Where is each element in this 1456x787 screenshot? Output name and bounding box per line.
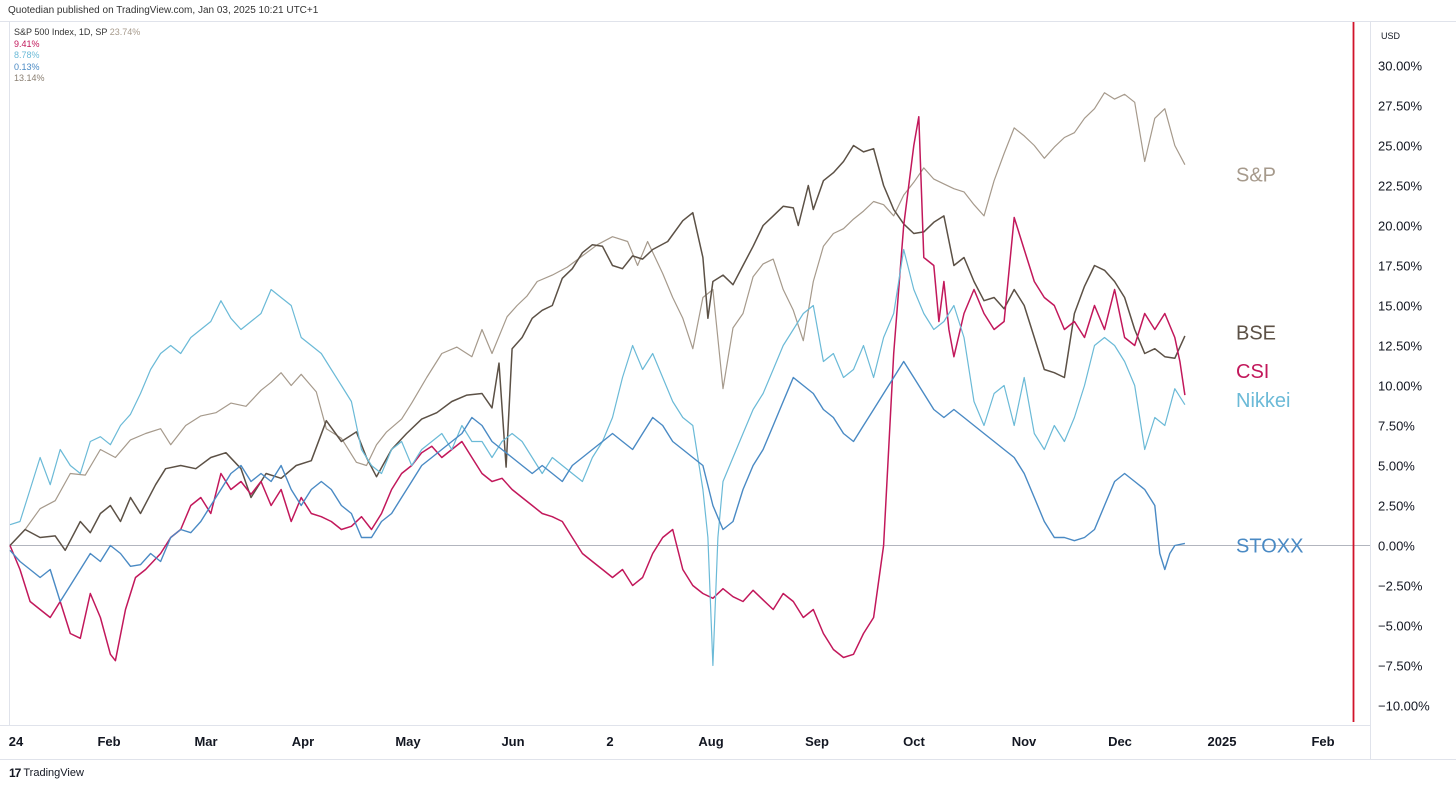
- branding[interactable]: 17 TradingView: [9, 766, 84, 780]
- x-tick-label: Nov: [1012, 734, 1037, 749]
- legend-title: S&P 500 Index, 1D, SP: [14, 27, 108, 37]
- tradingview-logo-icon: 17: [9, 766, 21, 780]
- x-tick-label: 2: [606, 734, 613, 749]
- series-line-csi: [9, 115, 1186, 662]
- y-tick-label: 15.00%: [1378, 299, 1423, 314]
- series-label-nikkei: Nikkei: [1236, 390, 1290, 412]
- x-tick-label: 2025: [1208, 734, 1237, 749]
- y-tick-label: −7.50%: [1378, 659, 1423, 674]
- y-tick-label: 27.50%: [1378, 99, 1423, 114]
- y-tick-label: 10.00%: [1378, 379, 1423, 394]
- series-label-sp: S&P: [1236, 164, 1276, 186]
- legend: S&P 500 Index, 1D, SP 23.74% 9.41% 8.78%…: [14, 27, 140, 85]
- x-tick-label: Mar: [194, 734, 217, 749]
- legend-value-nikkei: 8.78%: [14, 50, 40, 60]
- y-tick-label: 0.00%: [1378, 539, 1415, 554]
- legend-title-row: S&P 500 Index, 1D, SP 23.74%: [14, 27, 140, 39]
- y-tick-label: 30.00%: [1378, 59, 1423, 74]
- y-tick-label: 2.50%: [1378, 499, 1415, 514]
- y-tick-label: 25.00%: [1378, 139, 1423, 154]
- publish-header: Quotedian published on TradingView.com, …: [8, 5, 319, 16]
- x-tick-label: Apr: [292, 734, 314, 749]
- y-tick-label: 22.50%: [1378, 179, 1423, 194]
- x-tick-label: Sep: [805, 734, 829, 749]
- x-tick-label: Dec: [1108, 734, 1132, 749]
- series-line-sp: [9, 92, 1186, 546]
- x-tick-label: Oct: [903, 734, 925, 749]
- series-line-nikkei: [9, 248, 1186, 667]
- legend-value-bse: 13.14%: [14, 73, 45, 83]
- series-line-stoxx: [9, 360, 1186, 603]
- series-line-bse: [9, 144, 1186, 552]
- x-tick-label: Aug: [698, 734, 723, 749]
- x-tick-label: May: [395, 734, 421, 749]
- series-label-stoxx: STOXX: [1236, 536, 1303, 558]
- y-tick-label: 7.50%: [1378, 419, 1415, 434]
- y-tick-label: 17.50%: [1378, 259, 1423, 274]
- brand-name: TradingView: [23, 767, 84, 779]
- legend-value-stoxx: 0.13%: [14, 61, 40, 72]
- y-tick-label: 20.00%: [1378, 219, 1423, 234]
- y-tick-label: 5.00%: [1378, 459, 1415, 474]
- x-tick-label: Feb: [97, 734, 120, 749]
- x-tick-label: Jun: [501, 734, 524, 749]
- series-label-csi: CSI: [1236, 361, 1269, 383]
- x-tick-label: 24: [9, 734, 24, 749]
- x-tick-label: Feb: [1311, 734, 1334, 749]
- legend-value-csi: 9.41%: [14, 38, 40, 49]
- series-label-bse: BSE: [1236, 323, 1276, 345]
- currency-label: USD: [1381, 31, 1401, 41]
- legend-title-value: 23.74%: [109, 27, 141, 37]
- y-tick-label: −2.50%: [1378, 579, 1423, 594]
- y-tick-label: 12.50%: [1378, 339, 1423, 354]
- y-tick-label: −10.00%: [1378, 699, 1430, 714]
- y-tick-label: −5.00%: [1378, 619, 1423, 634]
